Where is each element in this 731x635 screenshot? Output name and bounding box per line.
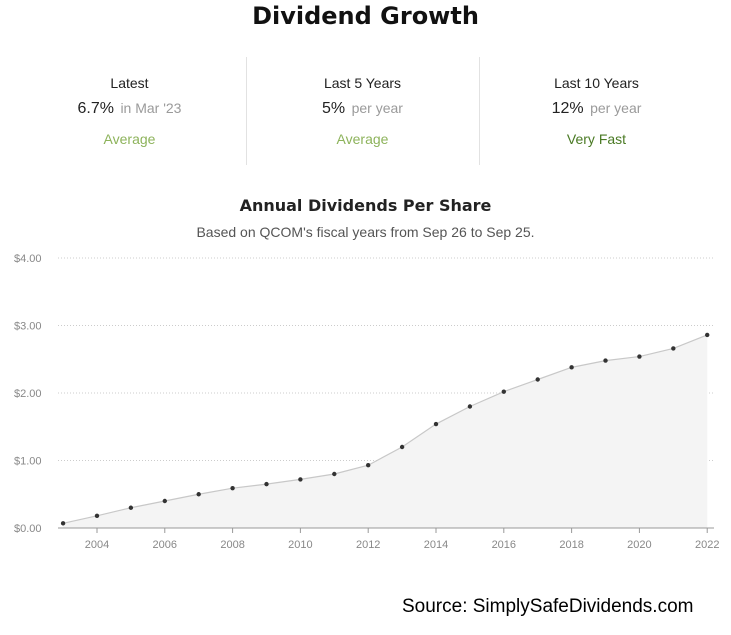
- y-tick-label: $1.00: [14, 456, 42, 468]
- stat-label: Last 10 Years: [554, 75, 639, 91]
- y-tick-label: $0.00: [14, 523, 42, 535]
- x-tick-label: 2008: [220, 539, 244, 551]
- data-point: [94, 513, 100, 519]
- stat-number: 6.7%: [77, 100, 114, 117]
- data-point: [467, 404, 473, 409]
- data-point: [366, 463, 371, 468]
- x-tick-label: 2018: [559, 539, 583, 551]
- series-line: [62, 334, 708, 524]
- chart-title: Annual Dividends Per Share: [239, 196, 492, 215]
- x-tick-label: 2010: [288, 539, 312, 551]
- x-tick-label: 2006: [153, 539, 177, 551]
- stat-last-10-years: Last 10 Years 12% per year Very Fast: [480, 57, 713, 165]
- stat-label: Latest: [110, 75, 149, 91]
- stat-value: 5% per year: [246, 100, 479, 118]
- data-point: [399, 444, 405, 450]
- stat-rating: Very Fast: [566, 131, 627, 147]
- stat-unit: per year: [590, 100, 642, 116]
- stat-latest: Latest 6.7% in Mar '23 Average: [13, 57, 246, 165]
- x-tick-label: 2020: [627, 539, 651, 551]
- stat-divider: [479, 57, 480, 165]
- stat-unit: in Mar '23: [120, 100, 182, 116]
- data-point: [569, 365, 574, 370]
- stat-rating: Average: [336, 131, 389, 147]
- x-tick-label: 2004: [85, 539, 109, 551]
- data-point: [162, 498, 167, 504]
- stat-number: 5%: [322, 100, 346, 117]
- stat-number: 12%: [551, 100, 584, 117]
- data-point: [433, 421, 439, 427]
- data-point: [501, 389, 507, 394]
- stat-last-5-years: Last 5 Years 5% per year Average: [246, 57, 479, 165]
- data-point: [128, 505, 134, 510]
- y-tick-label: $2.00: [14, 388, 42, 400]
- dividends-chart: $0.00 $1.00 $2.00 $3.00 $4.00 2004 2006 2008 201…: [14, 253, 719, 551]
- data-point: [705, 332, 710, 338]
- stat-value: 12% per year: [480, 100, 713, 118]
- x-tick-label: 2022: [695, 539, 719, 551]
- data-point: [298, 477, 303, 482]
- series-area: [63, 334, 708, 528]
- y-tick-label: $4.00: [14, 253, 42, 265]
- data-point: [60, 521, 66, 526]
- stat-divider: [246, 57, 247, 165]
- stat-unit: per year: [351, 100, 403, 116]
- data-point: [671, 346, 676, 351]
- y-tick-label: $3.00: [14, 321, 42, 333]
- chart-subtitle: Based on QCOM's fiscal years from Sep 26…: [196, 224, 535, 240]
- stat-rating: Average: [103, 131, 156, 147]
- data-point: [264, 481, 269, 487]
- x-tick-label: 2016: [492, 539, 516, 551]
- data-point: [603, 358, 608, 363]
- data-point: [196, 492, 201, 497]
- page-title: Dividend Growth: [252, 2, 479, 30]
- dividend-stats: Latest 6.7% in Mar '23 Average Last 5 Ye…: [13, 57, 713, 165]
- x-tick-label: 2012: [356, 539, 380, 551]
- source-credit: Source: SimplySafeDividends.com: [402, 596, 694, 617]
- stat-label: Last 5 Years: [323, 75, 402, 91]
- data-point: [535, 377, 540, 382]
- data-point: [637, 354, 642, 359]
- stat-value: 6.7% in Mar '23: [13, 100, 246, 118]
- data-point: [332, 471, 337, 477]
- data-point: [230, 485, 235, 491]
- x-tick-label: 2014: [424, 539, 448, 551]
